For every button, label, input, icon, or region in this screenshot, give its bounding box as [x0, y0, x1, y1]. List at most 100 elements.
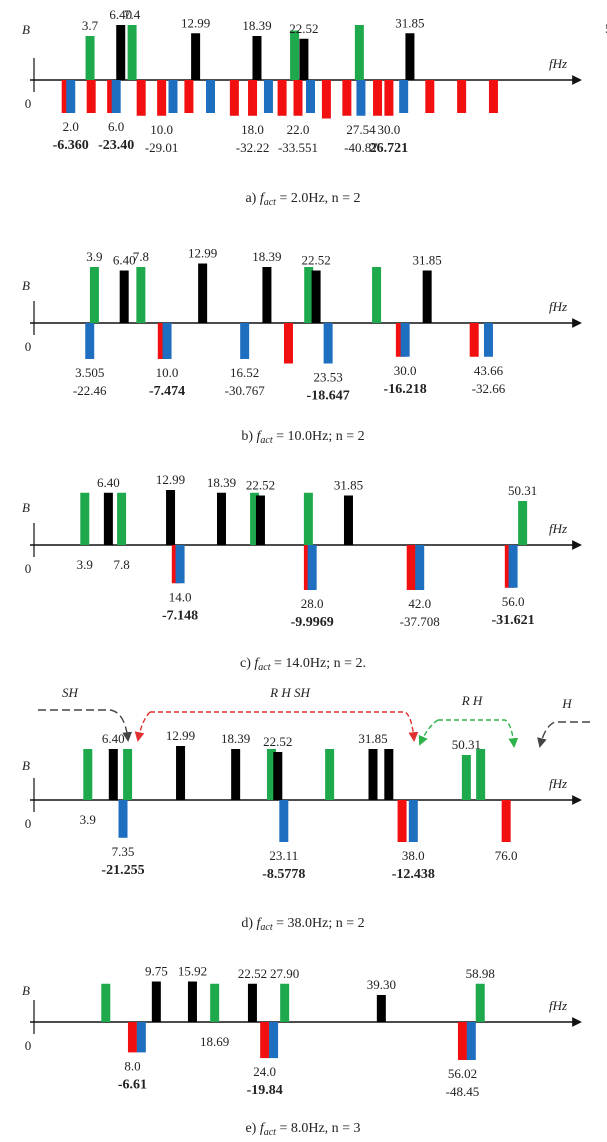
label-up-c-2: 7.8 [113, 557, 129, 572]
bar-up-a-6 [299, 38, 309, 80]
label-down-d-1: 23.11 [269, 848, 298, 863]
bar-down-a-15 [306, 80, 315, 113]
bar-up-a-2 [127, 25, 137, 80]
bar-down-a-16 [321, 80, 331, 119]
bar-down-b-0 [85, 323, 95, 359]
label-down-a-4: 6.0 [108, 119, 124, 134]
value-down-a-4: -23.40 [98, 138, 134, 153]
bar-down-a-19 [373, 80, 383, 116]
label-down-b-2: 10.0 [156, 365, 179, 380]
zero-label-b: 0 [25, 339, 32, 354]
value-down-d-0: -21.255 [101, 863, 144, 878]
label-down-d-4: 76.0 [495, 848, 518, 863]
bar-up-a-3 [191, 33, 201, 80]
bar-down-a-6 [157, 80, 167, 116]
bar-down-d-4 [501, 800, 511, 842]
label-down-e-2: 24.0 [253, 1064, 276, 1079]
bar-up-d-8 [368, 749, 378, 800]
label-up-a-8: 31.85 [395, 15, 424, 30]
label-up-a-6: 22.52 [289, 21, 318, 36]
panel-b: B0fHz3.96.407.812.9918.3922.5231.8550.31… [22, 246, 582, 446]
bar-down-a-9 [206, 80, 215, 113]
bar-down-a-23 [457, 80, 467, 113]
label-up-a-0: 3.7 [82, 18, 99, 33]
bar-up-c-2 [117, 492, 127, 545]
annotation-sh-arrow [38, 709, 133, 742]
y-axis-label-c: B [22, 500, 30, 515]
label-up-e-5: 27.90 [270, 966, 299, 981]
bar-down-b-2 [162, 323, 172, 359]
bar-up-b-6 [311, 270, 321, 323]
label-up-e-7: 58.98 [466, 966, 495, 981]
bar-up-d-6 [273, 752, 283, 800]
bar-up-c-5 [250, 492, 260, 545]
y-axis-label-e: B [22, 983, 30, 998]
label-up-d-4: 18.39 [221, 731, 250, 746]
bar-up-a-5 [290, 30, 300, 80]
label-up-a-4: 18.39 [242, 18, 271, 33]
bar-up-e-6 [376, 995, 386, 1022]
bar-down-b-4 [283, 323, 293, 364]
value-down-a-20: 26.721 [370, 141, 409, 156]
label-up-b-6: 22.52 [301, 253, 330, 268]
zero-label-a: 0 [25, 96, 32, 111]
label-up-a-3: 12.99 [181, 15, 210, 30]
bar-down-c-3 [307, 545, 317, 590]
zero-label-d: 0 [25, 816, 32, 831]
label-down-d-0: 7.35 [112, 844, 135, 859]
bar-up-e-4 [247, 983, 257, 1022]
bar-down-a-5 [136, 80, 146, 116]
bar-up-c-6 [255, 495, 265, 545]
bar-down-a-12 [263, 80, 273, 113]
label-down-c-5: 42.0 [408, 596, 431, 611]
annotation-rhsh: R H SH [269, 685, 310, 700]
label-down-c-7: 56.0 [502, 594, 525, 609]
label-up-b-2: 7.8 [133, 249, 149, 264]
value-down-c-3: -9.9969 [291, 615, 334, 630]
label-down-b-5: 23.53 [313, 370, 342, 385]
bar-down-a-8 [184, 80, 194, 113]
bar-down-a-11 [248, 80, 258, 116]
bar-down-e-2 [260, 1022, 270, 1059]
bar-up-e-7 [475, 983, 485, 1022]
caption-e: e) fact = 8.0Hz, n = 3 [245, 1121, 360, 1138]
label-up-c-0: 3.9 [77, 557, 93, 572]
bar-up-c-9 [518, 501, 528, 545]
annotation-rh-arrow-left [418, 719, 439, 746]
caption-a: a) fact = 2.0Hz, n = 2 [245, 191, 360, 208]
bar-down-a-22 [425, 80, 435, 113]
caption-d: d) fact = 38.0Hz; n = 2 [241, 916, 364, 933]
panel-e: B 0 fHz 9.75 15.92 18.69 22.52 27.90 39.30 58.98 8… [22, 964, 582, 1138]
bar-down-a-17 [342, 80, 352, 116]
label-up-c-3: 12.99 [156, 472, 185, 487]
bar-up-d-11 [476, 749, 486, 800]
value-down-b-2: -7.474 [149, 384, 185, 399]
label-up-e-6: 39.30 [367, 977, 396, 992]
bar-down-a-2 [86, 80, 96, 113]
label-up-a-9: 50.31 [605, 21, 607, 36]
value-down-d-1: -8.5778 [262, 867, 305, 882]
value-down-b-9: -32.66 [472, 381, 506, 396]
x-axis-label-b: fHz [549, 299, 567, 314]
value-down-e-4: -48.45 [446, 1084, 480, 1099]
bar-down-c-5 [415, 545, 425, 590]
bar-down-a-21 [399, 80, 409, 113]
caption-c: c) fact = 14.0Hz; n = 2. [240, 656, 366, 673]
bar-up-e-5 [280, 983, 290, 1022]
label-up-c-4: 18.39 [207, 475, 236, 490]
bar-down-a-1 [66, 80, 76, 113]
label-up-b-1: 6.40 [113, 253, 136, 268]
value-down-c-7: -31.621 [492, 613, 535, 628]
value-down-e-0: -6.61 [118, 1077, 147, 1092]
bar-down-d-3 [408, 800, 418, 842]
bar-up-a-8 [405, 33, 415, 80]
label-up-e-3: 18.69 [200, 1034, 229, 1049]
value-down-a-18: -40.87 [344, 140, 378, 155]
bar-up-d-2 [123, 749, 133, 800]
bar-down-b-3 [240, 323, 250, 359]
bar-down-b-5 [323, 323, 333, 364]
bar-down-b-1 [157, 323, 167, 359]
annotation-sh: SH [62, 685, 79, 700]
bar-down-b-7 [400, 323, 410, 357]
